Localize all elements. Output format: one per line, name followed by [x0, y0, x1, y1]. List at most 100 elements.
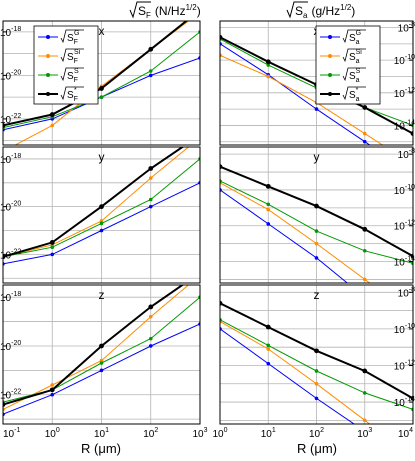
- data-point-black: [99, 86, 104, 91]
- data-point-black: [265, 324, 271, 330]
- data-point-orange: [362, 418, 367, 423]
- y-tick-label: 10-20: [0, 340, 21, 353]
- data-point-black: [410, 131, 413, 136]
- data-point-orange: [362, 131, 367, 136]
- data-point-orange: [50, 123, 55, 128]
- y-tick-label: 10-10: [394, 323, 415, 336]
- legend-label: SaS: [349, 68, 361, 84]
- data-point-black: [99, 204, 104, 210]
- data-point-black: [3, 254, 6, 260]
- data-point-blue: [314, 396, 319, 401]
- panel-frame: [219, 20, 414, 146]
- data-point-blue: [266, 222, 271, 226]
- legend-sqrt-sign: [342, 29, 366, 44]
- data-point-green: [50, 245, 55, 250]
- title-accel-close: ): [351, 4, 355, 18]
- panels: x10-2210-2010-18x10-810-1010-1210-14y10-…: [0, 20, 415, 459]
- data-point-green: [148, 69, 153, 73]
- title-accel-psd: Sa (g/Hz1/2): [286, 1, 355, 20]
- x-tick-label: 102: [143, 427, 158, 440]
- title-force-units: (N/Hz: [155, 4, 186, 18]
- x-axis-label-force: R (μm): [81, 441, 121, 456]
- title-force-close: ): [197, 4, 201, 18]
- x-axis-label-accel: R (μm): [297, 441, 337, 456]
- data-point-black: [362, 226, 368, 232]
- grid: [219, 285, 414, 424]
- data-point-black: [314, 203, 319, 209]
- data-point-blue: [266, 361, 271, 366]
- grid: [2, 21, 201, 145]
- panel-force-x: x 10-22 10-20 10-18: [0, 20, 201, 146]
- title-force-main: S: [138, 4, 146, 18]
- y-tick-label: 10-14: [394, 396, 415, 409]
- title-accel-exp: 1/2: [340, 3, 352, 12]
- data-point-green: [148, 197, 153, 202]
- legend-sqrt-sign: [342, 67, 366, 82]
- data-point-blue: [148, 204, 153, 209]
- legends: SFG SFSi SFS SF* SaG SaSi SaS Sa*: [33, 25, 381, 105]
- data-point-black: [49, 387, 55, 393]
- y-tick-label: 10-18: [0, 26, 21, 39]
- x-tick-label: 101: [94, 427, 109, 440]
- data-point-black: [148, 166, 154, 171]
- data-point-green: [314, 229, 319, 233]
- data-point-green: [266, 343, 271, 348]
- data-point-blue: [314, 107, 319, 111]
- y-tick-label: 10-10: [394, 184, 415, 197]
- panel-frame: [219, 146, 414, 284]
- panel-title: y: [314, 150, 320, 164]
- data-point-blue: [148, 73, 153, 78]
- data-point-black: [148, 304, 154, 310]
- data-point-green: [266, 202, 271, 207]
- title-accel-main: S: [295, 4, 303, 18]
- y-tick-label: 10-18: [0, 153, 21, 166]
- data-point-green: [314, 369, 319, 373]
- legend-right: SaG SaSi SaS Sa*: [315, 25, 381, 105]
- data-point-orange: [266, 207, 271, 212]
- data-point-green: [99, 361, 104, 365]
- y-tick-label: 10-20: [0, 201, 21, 214]
- data-point-black: [410, 395, 413, 401]
- y-tick-label: 10-18: [0, 291, 21, 304]
- data-point-black: [220, 34, 223, 40]
- y-tick-label: 10-22: [0, 389, 21, 402]
- legend-label: SF*: [67, 87, 78, 103]
- legend-sqrt-sign: [60, 29, 84, 44]
- x-tick-label: 10-1: [3, 427, 20, 440]
- y-tick-label: 10-14: [394, 256, 415, 269]
- data-point-black: [3, 402, 6, 407]
- data-point-black: [265, 59, 271, 65]
- y-tick-label: 10-8: [398, 22, 415, 35]
- legend-sqrt-sign: [342, 86, 366, 101]
- svg-text:Sa(g/Hz1/2): Sa (g/Hz1/2): [295, 3, 355, 20]
- y-tick-label: 10-12: [394, 87, 415, 100]
- series-group: [220, 164, 413, 283]
- panel-frame: [219, 284, 414, 425]
- y-tick-label: 10-10: [394, 54, 415, 67]
- x-tick-label: 104: [398, 427, 413, 440]
- panel-frame: [2, 146, 201, 284]
- data-point-orange: [266, 74, 271, 79]
- data-point-orange: [411, 455, 415, 459]
- panel-frame: [2, 20, 201, 146]
- panel-accel-z: z 10-8 10-10 10-12 10-14 100 101 102 103 104: [212, 284, 415, 459]
- data-point-blue: [99, 368, 104, 373]
- series-group: [3, 147, 200, 266]
- grid: [2, 147, 201, 283]
- panel-force-z: z 10-22 10-20 10-18 10-1 100 101 102 103: [0, 284, 208, 440]
- legend-label: SFG: [67, 30, 79, 46]
- data-point-green: [148, 336, 153, 341]
- data-point-blue: [314, 256, 319, 260]
- data-point-green: [362, 248, 367, 253]
- data-point-black: [99, 343, 104, 349]
- data-point-blue: [99, 228, 104, 233]
- legend-sqrt-sign: [60, 86, 84, 101]
- data-point-orange: [50, 383, 55, 387]
- x-tick-label: 101: [261, 427, 276, 440]
- data-point-black: [362, 105, 368, 110]
- data-point-green: [99, 221, 104, 226]
- data-point-blue: [148, 344, 153, 348]
- data-point-black: [49, 112, 55, 117]
- y-tick-label: 10-8: [398, 148, 415, 161]
